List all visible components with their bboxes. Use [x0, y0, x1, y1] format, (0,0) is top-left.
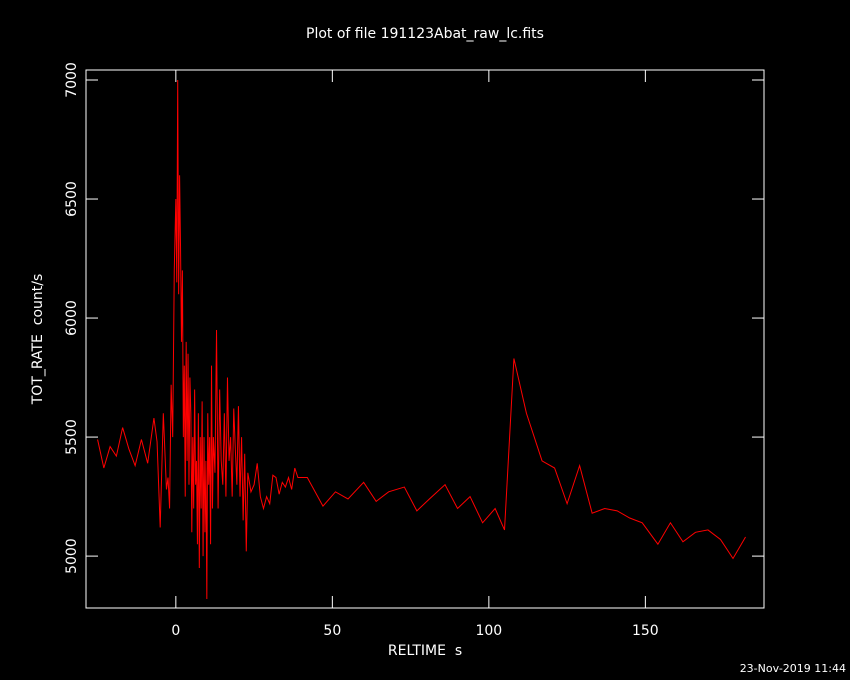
y-tick-label: 6000	[64, 300, 80, 336]
chart-title: Plot of file 191123Abat_raw_lc.fits	[306, 26, 544, 42]
x-tick-label: 50	[323, 623, 341, 639]
y-tick-label: 7000	[64, 62, 80, 98]
y-tick-label: 6500	[64, 181, 80, 217]
x-tick-label: 100	[475, 623, 502, 639]
timestamp: 23-Nov-2019 11:44	[740, 662, 846, 675]
light-curve	[97, 79, 746, 599]
x-tick-label: 150	[632, 623, 659, 639]
plot-frame	[85, 69, 765, 609]
y-axis-label: TOT_RATE count/s	[30, 274, 46, 406]
x-tick-label: 0	[171, 623, 180, 639]
x-axis-label: RELTIME s	[388, 643, 462, 659]
y-tick-label: 5000	[64, 538, 80, 574]
y-tick-label: 5500	[64, 419, 80, 455]
